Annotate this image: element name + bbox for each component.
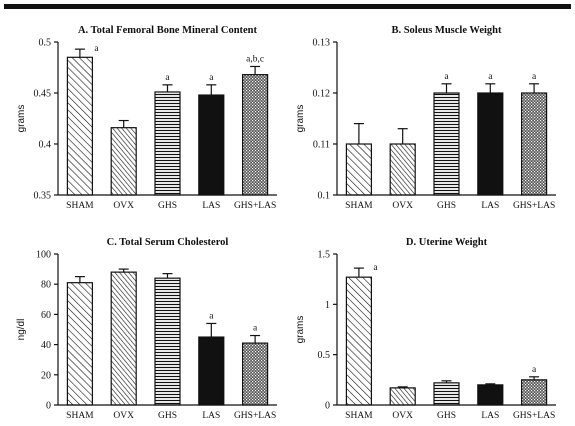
y-tick-label: 0 (325, 401, 330, 412)
significance-annotation: a (209, 311, 214, 321)
x-category-label: GHS+LAS (234, 411, 276, 421)
y-tick-label: 0 (46, 401, 51, 412)
significance-annotation: a (94, 44, 99, 54)
significance-annotation: a (532, 72, 537, 82)
x-category-label: LAS (481, 201, 499, 211)
bar-sham (345, 276, 372, 406)
bar-las (198, 94, 225, 196)
x-category-label: SHAM (345, 201, 373, 211)
y-tick-label: 40 (41, 340, 51, 351)
y-tick-label: 0.11 (313, 140, 330, 151)
y-tick-label: 1 (325, 300, 330, 311)
x-category-label: SHAM (66, 201, 94, 211)
y-tick-label: 60 (41, 310, 51, 321)
bar-ghs-plus-las (242, 342, 269, 406)
y-tick-label: 80 (41, 280, 51, 291)
y-tick-label: 0.12 (313, 89, 331, 100)
y-tick-label: 100 (36, 250, 51, 261)
bar-las (477, 92, 504, 196)
x-category-label: GHS+LAS (513, 411, 555, 421)
x-category-label: LAS (202, 411, 220, 421)
top-border-bar (4, 4, 571, 9)
x-category-label: GHS (437, 411, 456, 421)
bar-sham (345, 143, 372, 196)
bar-ghs-plus-las (520, 379, 548, 406)
bar-ghs-plus-las (520, 92, 548, 196)
y-axis-label: ng/dl (16, 319, 27, 341)
bar-ghs (154, 91, 181, 196)
y-axis-label: grams (295, 105, 306, 133)
significance-annotation: a (165, 73, 170, 83)
significance-annotation: a (444, 72, 449, 82)
bar-ghs-plus-las (242, 74, 269, 196)
x-category-label: LAS (202, 201, 220, 211)
y-axis-label: grams (16, 105, 27, 133)
y-tick-label: 0.5 (318, 350, 331, 361)
bar-ghs (154, 277, 181, 406)
x-category-label: GHS (158, 411, 177, 421)
x-category-label: GHS+LAS (234, 201, 276, 211)
bar-las (198, 336, 225, 406)
y-tick-label: 0.45 (34, 89, 52, 100)
panel-title: B. Soleus Muscle Weight (391, 25, 502, 36)
bar-ovx (389, 143, 416, 196)
y-tick-label: 0.35 (34, 191, 52, 202)
chart-panel-c: C. Total Serum Cholesterol ng/dl 100 80 60 40… (16, 237, 277, 421)
chart-panel-d: D. Uterine Weight grams 1.5 1 0.5 0 a SHAM OVX GH… (295, 237, 556, 421)
chart-panel-b: B. Soleus Muscle Weight grams 0.13 0.12 0.11… (295, 25, 556, 211)
significance-annotation: a,b,c (246, 54, 264, 64)
x-category-label: GHS+LAS (513, 201, 555, 211)
x-category-label: LAS (481, 411, 499, 421)
x-category-label: OVX (113, 201, 134, 211)
significance-annotation: a (488, 72, 493, 82)
x-category-label: OVX (392, 411, 413, 421)
bar-sham (66, 282, 94, 406)
chart-panels: A. Total Femoral Bone Mineral Content gra… (16, 25, 556, 421)
panel-title: D. Uterine Weight (406, 237, 488, 248)
bar-ovx (110, 271, 137, 406)
x-category-label: GHS (158, 201, 177, 211)
y-tick-label: 1.5 (318, 250, 331, 261)
y-tick-label: 0.13 (313, 38, 331, 49)
bar-ghs (433, 382, 460, 406)
bar-ghs (433, 92, 460, 196)
panel-title: A. Total Femoral Bone Mineral Content (78, 25, 258, 36)
x-category-label: OVX (392, 201, 413, 211)
bar-ovx (110, 127, 137, 196)
significance-annotation: a (209, 73, 214, 83)
y-tick-label: 0.5 (39, 38, 52, 49)
x-category-label: GHS (437, 201, 456, 211)
bar-sham (66, 56, 94, 196)
x-category-label: OVX (113, 411, 134, 421)
bar-ovx (389, 387, 416, 406)
chart-panel-a: A. Total Femoral Bone Mineral Content gra… (16, 25, 277, 211)
panel-title: C. Total Serum Cholesterol (107, 237, 229, 248)
x-category-label: SHAM (66, 411, 94, 421)
significance-annotation: a (253, 324, 258, 334)
y-tick-label: 20 (41, 370, 51, 381)
y-axis-label: grams (295, 316, 306, 344)
x-category-label: SHAM (345, 411, 373, 421)
significance-annotation: a (373, 263, 378, 273)
significance-annotation: a (532, 365, 537, 375)
y-tick-label: 0.1 (318, 191, 331, 202)
bar-las (477, 384, 504, 406)
y-tick-label: 0.4 (39, 140, 52, 151)
